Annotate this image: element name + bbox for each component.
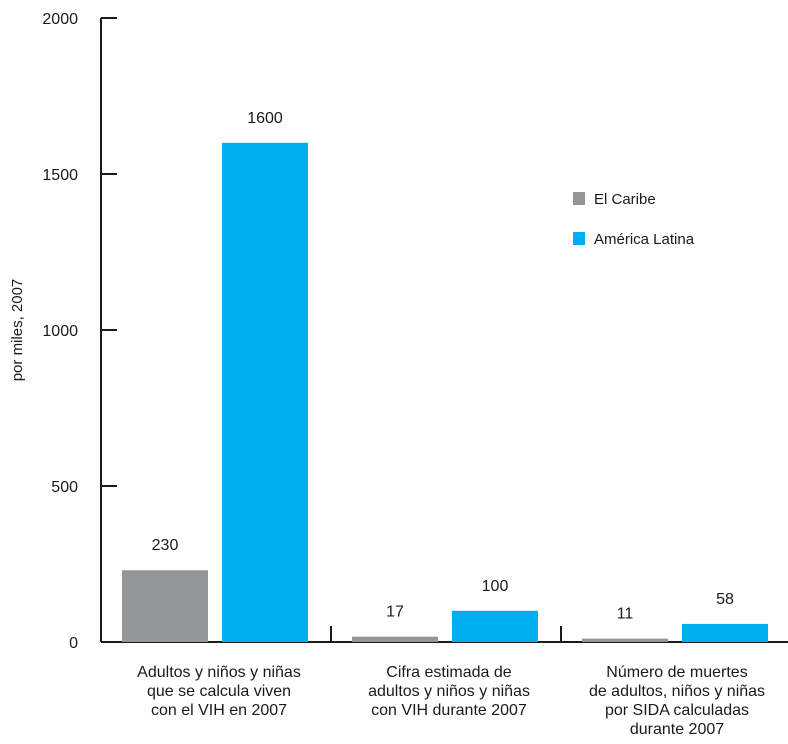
y-tick-label: 0 xyxy=(69,635,78,652)
category-label: Número de muertes de adultos, niños y niñ… xyxy=(589,664,765,738)
category-label-line: con el VIH en 2007 xyxy=(151,702,287,719)
data-label: 100 xyxy=(482,578,509,595)
category-label-line: Número de muertes xyxy=(606,664,747,681)
bar xyxy=(682,623,768,642)
category-label-line: adultos y niños y niñas xyxy=(368,683,530,700)
data-label: 11 xyxy=(617,606,634,623)
legend-label: El Caribe xyxy=(594,191,656,208)
category-label-line: de adultos, niños y niñas xyxy=(589,683,765,700)
legend-label: América Latina xyxy=(594,231,695,248)
category-label: Cifra estimada de adultos y niños y niñas… xyxy=(368,664,530,719)
category-label-line: Cifra estimada de xyxy=(386,664,511,681)
y-axis-label: por miles, 2007 xyxy=(9,279,26,382)
bar xyxy=(452,610,538,642)
bar xyxy=(582,638,668,642)
y-tick-label: 1000 xyxy=(42,323,78,340)
data-label: 1600 xyxy=(247,110,283,127)
legend-swatch xyxy=(573,232,585,245)
bar xyxy=(222,142,308,643)
data-label: 17 xyxy=(386,604,404,621)
category-label: Adultos y niños y niñas que se calcula vi… xyxy=(137,664,301,719)
category-label-line: Adultos y niños y niñas xyxy=(137,664,301,681)
category-label-line: durante 2007 xyxy=(630,721,724,738)
category-label-line: con VIH durante 2007 xyxy=(371,702,527,719)
y-tick-label: 1500 xyxy=(42,167,78,184)
y-tick-label: 2000 xyxy=(42,11,78,28)
data-label: 58 xyxy=(716,591,734,608)
bar xyxy=(122,570,208,642)
legend-swatch xyxy=(573,192,585,205)
y-tick-label: 500 xyxy=(51,479,78,496)
category-label-line: por SIDA calculadas xyxy=(605,702,749,719)
category-label-line: que se calcula viven xyxy=(147,683,291,700)
bar xyxy=(352,636,438,642)
data-label: 230 xyxy=(152,537,179,554)
